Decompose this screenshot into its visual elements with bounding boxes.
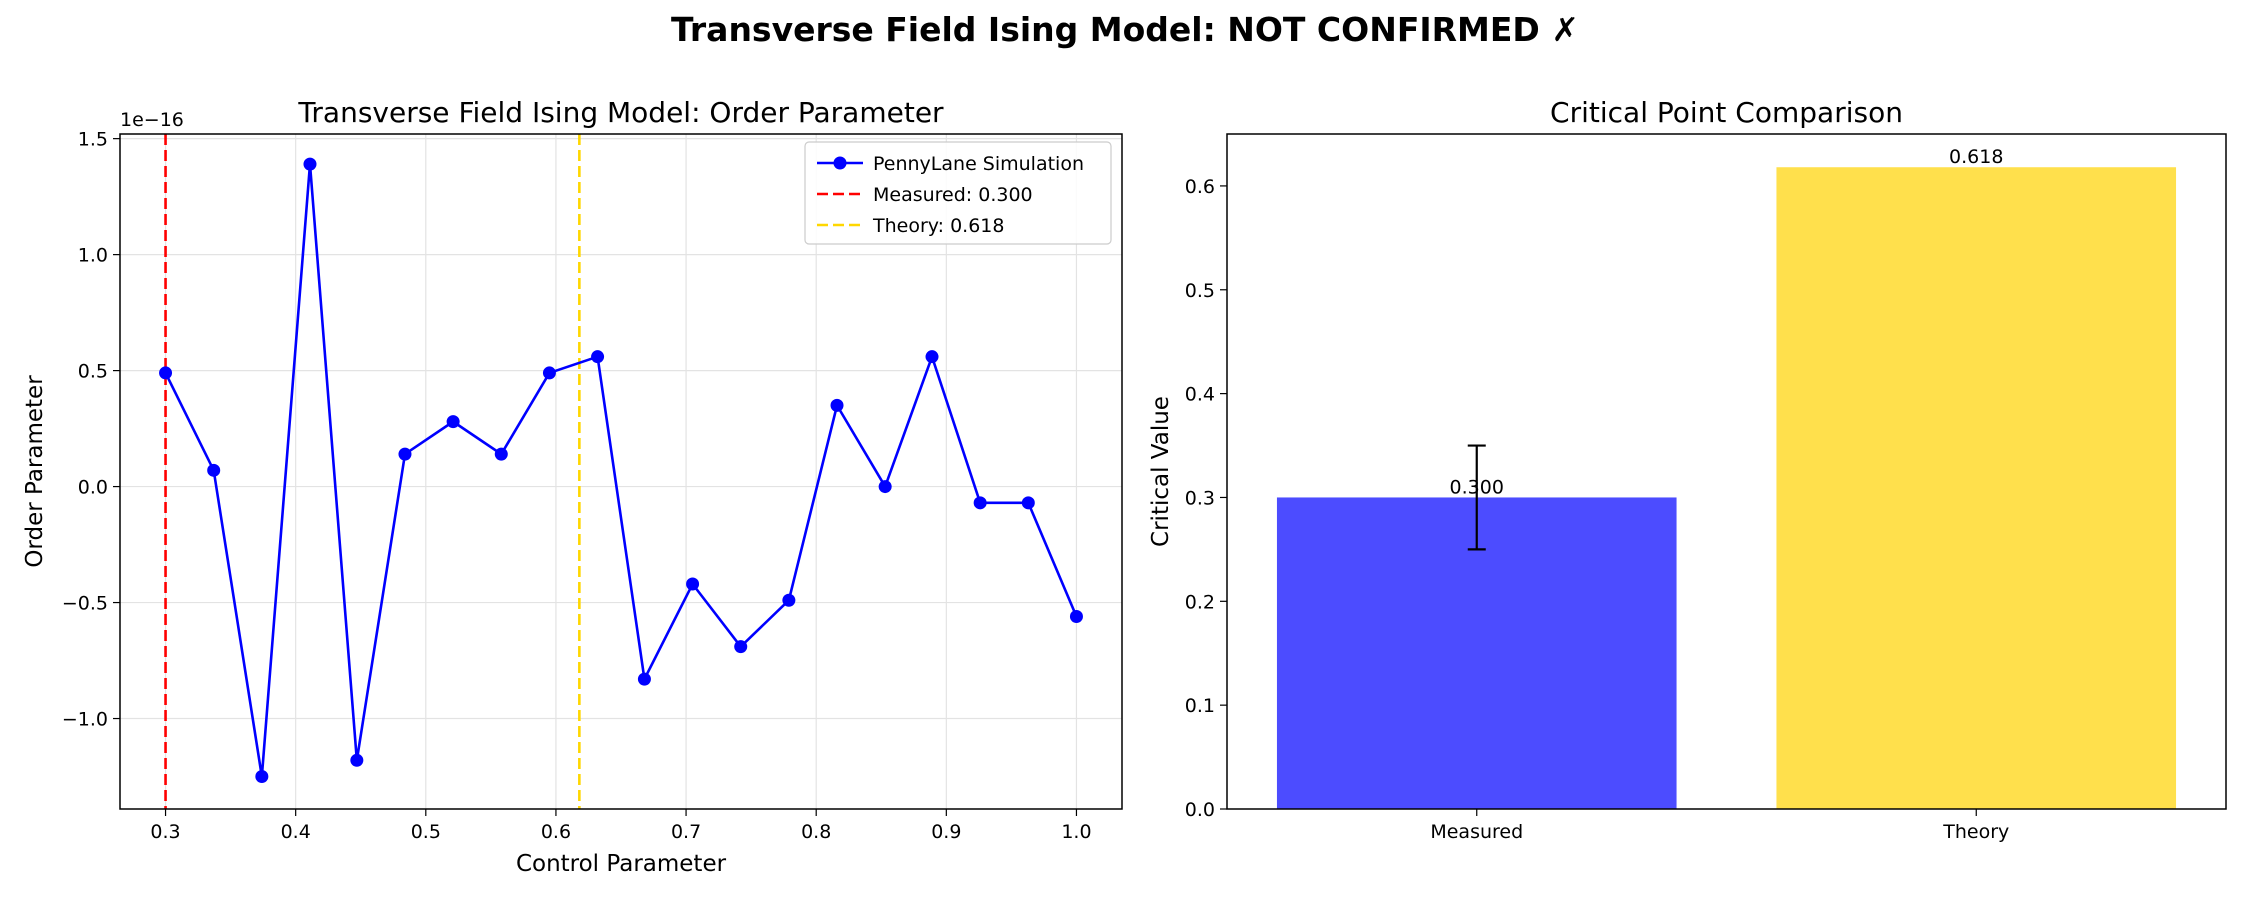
y-tick-label: 1.5 <box>78 129 108 151</box>
chart-title: Transverse Field Ising Model: Order Para… <box>297 96 944 129</box>
data-point <box>1069 609 1083 623</box>
figure-title: Transverse Field Ising Model: NOT CONFIR… <box>671 10 1579 49</box>
data-point <box>255 770 269 784</box>
x-tick-label: Measured <box>1430 821 1523 843</box>
data-point <box>1021 496 1035 510</box>
x-tick-label: 0.6 <box>541 821 571 843</box>
y-tick-label: 1.0 <box>78 245 108 267</box>
y-offset-label: 1e−16 <box>120 109 184 131</box>
x-tick-label: 0.9 <box>931 821 961 843</box>
order-parameter-chart: 0.3 0.4 0.5 0.6 0.7 0.8 0.9 1.0 −1.0 −0.5 0.0 0.5 1.… <box>22 96 1123 877</box>
y-tick-label: 0.0 <box>1185 799 1215 821</box>
y-tick-label: −1.0 <box>62 709 108 731</box>
x-tick-label: 0.5 <box>411 821 441 843</box>
bar-value-label: 0.300 <box>1450 476 1504 498</box>
x-tick-label: Theory <box>1942 821 2009 843</box>
x-tick-label: 0.4 <box>281 821 311 843</box>
legend-marker <box>833 156 847 170</box>
y-tick-label: 0.3 <box>1185 487 1215 509</box>
data-point <box>542 366 556 380</box>
y-tick-label: 0.1 <box>1185 695 1215 717</box>
y-tick-label: 0.0 <box>78 477 108 499</box>
y-tick-label: −0.5 <box>62 593 108 615</box>
data-point <box>830 398 844 412</box>
data-point <box>637 672 651 686</box>
y-axis-label: Critical Value <box>1150 396 1174 547</box>
data-point <box>591 350 605 364</box>
legend-label: Theory: 0.618 <box>872 215 1004 237</box>
x-tick-label: 1.0 <box>1061 821 1091 843</box>
data-point <box>925 350 939 364</box>
data-point <box>350 753 364 767</box>
y-tick-label: 0.2 <box>1185 591 1215 613</box>
axes-frame <box>119 133 1123 810</box>
x-tick-label: 0.8 <box>801 821 831 843</box>
data-point <box>446 415 460 429</box>
y-tick-label: 0.5 <box>1185 280 1215 302</box>
data-point <box>303 157 317 171</box>
data-point <box>686 577 700 591</box>
bar <box>1776 167 2177 809</box>
chart-title: Critical Point Comparison <box>1550 96 1903 129</box>
data-point <box>734 640 748 654</box>
data-point <box>398 447 412 461</box>
x-tick-label: 0.3 <box>150 821 180 843</box>
y-axis-label: Order Parameter <box>22 375 48 568</box>
legend-box <box>804 141 1112 245</box>
data-point <box>207 463 221 477</box>
y-tick-label: 0.4 <box>1185 384 1215 406</box>
data-point <box>878 480 892 494</box>
data-point <box>494 447 508 461</box>
x-axis-label: Control Parameter <box>516 851 727 877</box>
data-point <box>159 366 173 380</box>
bar-value-label: 0.618 <box>1949 146 2003 168</box>
data-point <box>782 593 796 607</box>
y-tick-label: 0.6 <box>1185 176 1215 198</box>
critical-point-chart: 0.300 Measured 0.618 Theory 0.0 0.1 0.2 0.3 0.4 0… <box>1150 96 2227 843</box>
data-point <box>973 496 987 510</box>
axes-frame <box>1226 133 2227 810</box>
legend-label: Measured: 0.300 <box>873 184 1033 206</box>
y-tick-label: 0.5 <box>78 361 108 383</box>
series-line <box>164 164 1078 777</box>
x-tick-label: 0.7 <box>671 821 701 843</box>
legend-label: PennyLane Simulation <box>873 153 1084 175</box>
